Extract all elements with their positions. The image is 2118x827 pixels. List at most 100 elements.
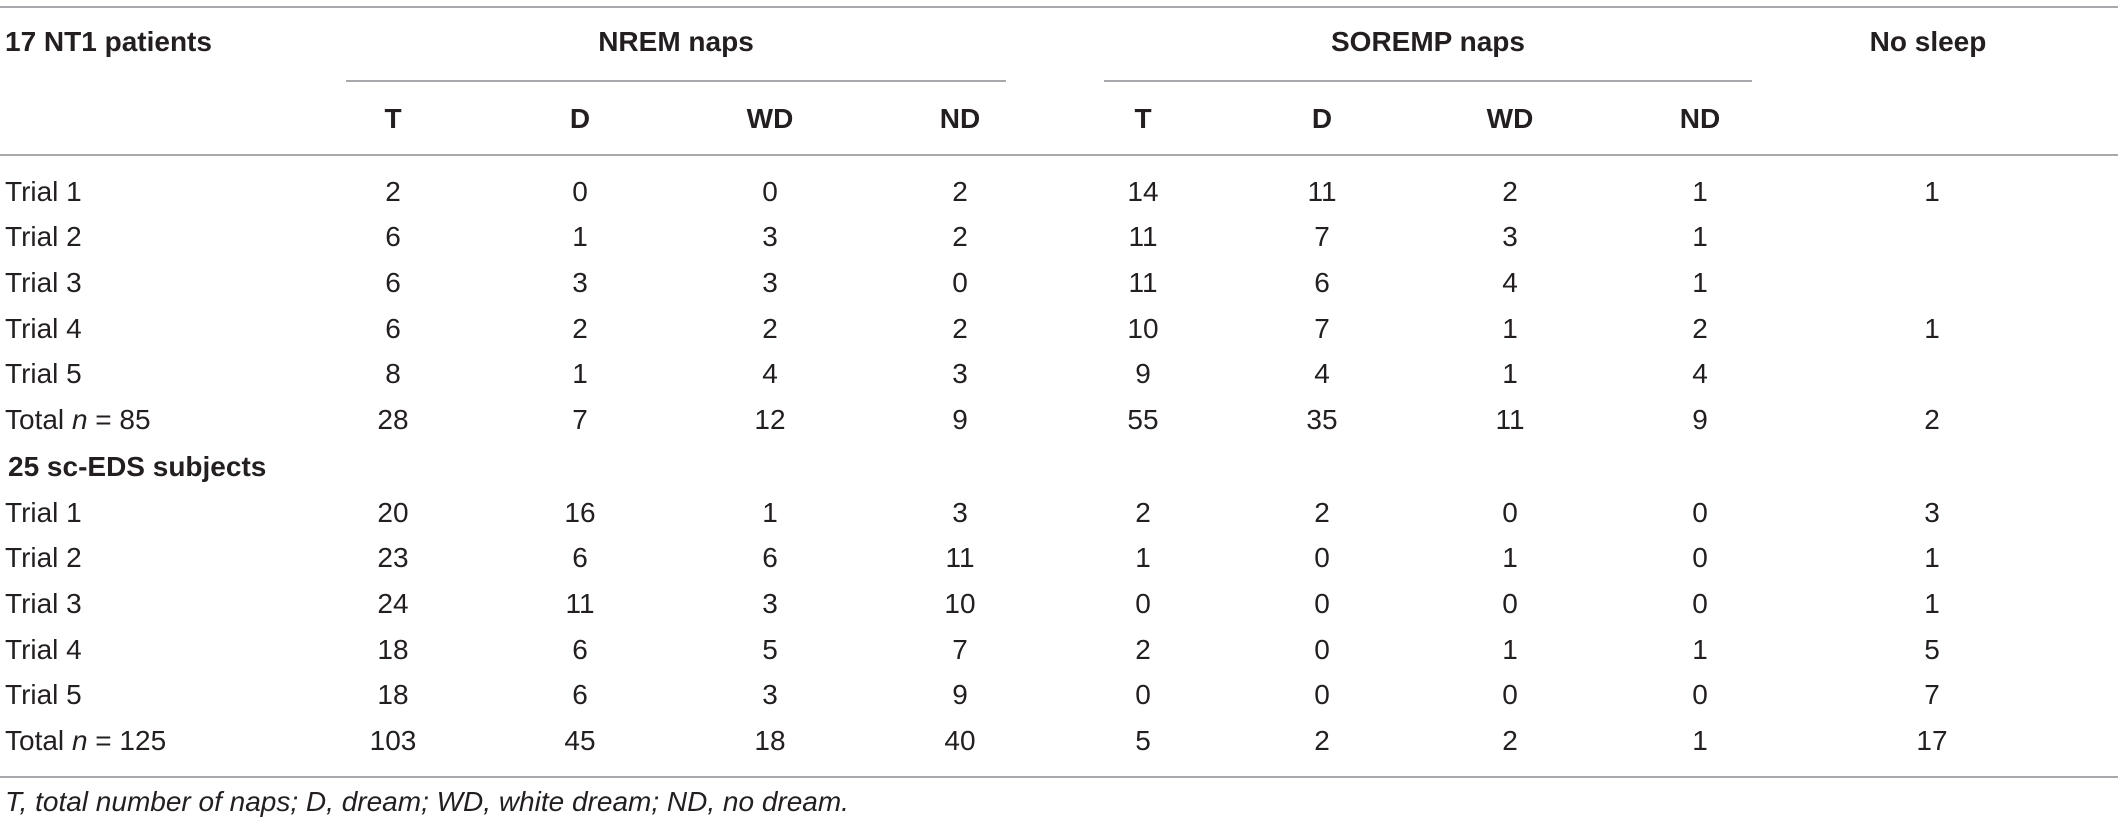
table-cell: 1 [1502, 634, 1518, 665]
table-cell: 2 [762, 313, 778, 344]
header-bottom-rule [0, 154, 2118, 156]
soremp-group-rule [1104, 80, 1752, 82]
table-cell: 20 [377, 497, 409, 528]
row-label: Trial 5 [5, 358, 82, 389]
total-label-n: n [71, 725, 88, 756]
table-cell: 3 [762, 221, 778, 252]
row-label: Trial 1 [5, 176, 82, 207]
total-label-suffix: = 125 [87, 725, 167, 756]
table-cell: 8 [385, 358, 401, 389]
table-cell: 7 [1924, 679, 1940, 710]
row-label: Trial 2 [5, 542, 82, 573]
table-cell: 2 [952, 221, 968, 252]
corner-header: 17 NT1 patients [5, 26, 212, 57]
table-cell: 3 [1502, 221, 1518, 252]
table-cell: 2 [1314, 497, 1330, 528]
table-cell: 0 [1502, 497, 1518, 528]
table-cell: 1 [1502, 313, 1518, 344]
table-cell: 2 [385, 176, 401, 207]
table-cell: 1 [1502, 542, 1518, 573]
table-cell: 11 [1495, 404, 1525, 435]
table-cell: 6 [572, 634, 588, 665]
table-cell: 3 [1924, 497, 1940, 528]
table-cell: 2 [1314, 725, 1330, 756]
bottom-rule [0, 776, 2118, 778]
table-cell: 23 [377, 542, 409, 573]
table-cell: 0 [1692, 679, 1708, 710]
table-cell: 1 [1692, 725, 1708, 756]
table-cell: 1 [1692, 176, 1708, 207]
table-cell: 3 [572, 267, 588, 298]
table-cell: 0 [1692, 588, 1708, 619]
table-cell: 2 [1924, 404, 1940, 435]
table-cell: 0 [1692, 497, 1708, 528]
table-cell: 7 [1314, 221, 1330, 252]
row-label: Trial 2 [5, 221, 82, 252]
table-cell: 1 [1924, 313, 1940, 344]
row-label: Trial 1 [5, 497, 82, 528]
table-cell: 0 [952, 267, 968, 298]
table-cell: 11 [1128, 221, 1158, 252]
table-cell: 9 [952, 404, 968, 435]
table-cell: 11 [945, 542, 975, 573]
table-cell: 0 [1502, 588, 1518, 619]
table-cell: 17 [1916, 725, 1948, 756]
table-cell: 2 [952, 176, 968, 207]
table-cell: 4 [1314, 358, 1330, 389]
table-cell: 3 [762, 588, 778, 619]
table-cell: 7 [1314, 313, 1330, 344]
table-cell: 2 [1502, 176, 1518, 207]
table-cell: 3 [762, 267, 778, 298]
row-label: Trial 4 [5, 634, 82, 665]
table-cell: 1 [1924, 542, 1940, 573]
table-cell: 6 [1314, 267, 1330, 298]
table-cell: 0 [1314, 679, 1330, 710]
table-cell: 0 [762, 176, 778, 207]
table-cell: 1 [1692, 267, 1708, 298]
table-cell: 1 [572, 221, 588, 252]
no-sleep-header: No sleep [1869, 26, 1987, 57]
table-cell: 2 [1692, 313, 1708, 344]
table-cell: 40 [944, 725, 976, 756]
row-label: Total n = 125 [5, 725, 166, 757]
table-cell: 4 [762, 358, 778, 389]
table-cell: 24 [377, 588, 409, 619]
subheader-cell: WD [746, 103, 794, 134]
table-cell: 1 [1924, 176, 1940, 207]
table-cell: 11 [1307, 176, 1337, 207]
table-cell: 5 [762, 634, 778, 665]
table-cell: 0 [1692, 542, 1708, 573]
nrem-naps-header: NREM naps [598, 26, 754, 57]
table-cell: 9 [952, 679, 968, 710]
table-cell: 3 [762, 679, 778, 710]
total-label-n: n [71, 404, 88, 435]
total-label-prefix: Total [5, 725, 72, 756]
table-cell: 0 [1314, 542, 1330, 573]
table-cell: 7 [952, 634, 968, 665]
table-cell: 1 [1502, 358, 1518, 389]
nrem-group-rule [346, 80, 1006, 82]
table-cell: 5 [1135, 725, 1151, 756]
table-cell: 0 [1502, 679, 1518, 710]
table-cell: 3 [952, 497, 968, 528]
table-cell: 6 [385, 313, 401, 344]
table-cell: 0 [572, 176, 588, 207]
table-cell: 55 [1127, 404, 1159, 435]
subheader-cell: D [1311, 103, 1333, 134]
subheader-cell: ND [939, 103, 981, 134]
table-cell: 10 [1127, 313, 1159, 344]
table-cell: 0 [1135, 588, 1151, 619]
table-footnote: T, total number of naps; D, dream; WD, w… [5, 786, 849, 817]
soremp-naps-header: SOREMP naps [1331, 26, 1525, 57]
table-cell: 18 [377, 634, 409, 665]
table-cell: 2 [952, 313, 968, 344]
row-label: Trial 4 [5, 313, 82, 344]
table-cell: 2 [1135, 497, 1151, 528]
table-cell: 45 [564, 725, 596, 756]
table-cell: 7 [572, 404, 588, 435]
table-cell: 11 [565, 588, 595, 619]
row-label: Total n = 85 [5, 404, 151, 436]
row-label: Trial 5 [5, 679, 82, 710]
table-cell: 0 [1135, 679, 1151, 710]
table-cell: 1 [1692, 221, 1708, 252]
